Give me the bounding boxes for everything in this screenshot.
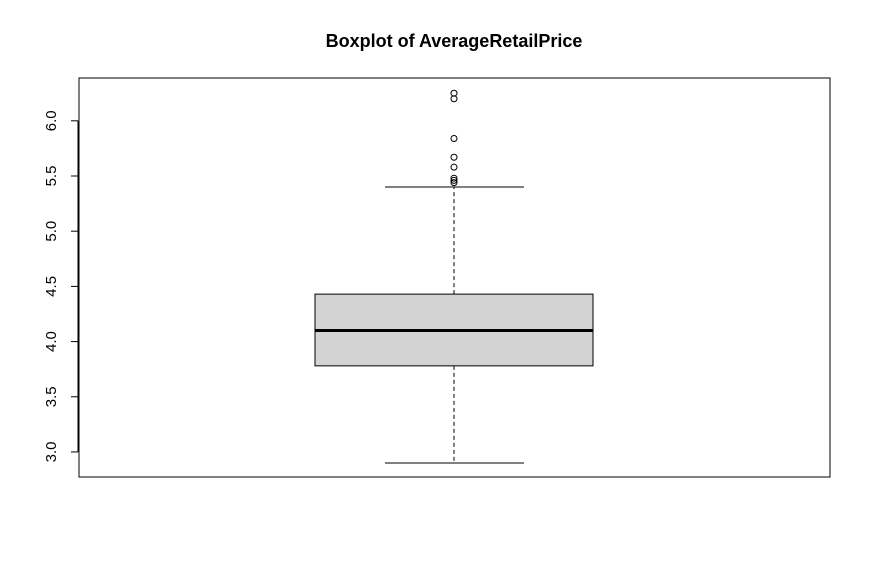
outlier-group (450, 89, 458, 187)
y-tick-label: 5.0 (43, 221, 60, 242)
outlier-point (450, 134, 458, 142)
y-tick-label: 3.0 (43, 442, 60, 463)
y-tick-label: 4.0 (43, 331, 60, 352)
outlier-point (450, 163, 458, 171)
y-tick-label: 6.0 (43, 110, 60, 131)
plot-frame (78, 77, 831, 478)
y-tick-label: 3.5 (43, 386, 60, 407)
outlier-point (450, 174, 458, 182)
chart-title: Boxplot of AverageRetailPrice (326, 31, 583, 51)
outlier-point (450, 176, 458, 184)
outlier-point (450, 179, 458, 187)
y-tick-label: 5.5 (43, 166, 60, 187)
box-group (314, 186, 594, 464)
outlier-point (450, 153, 458, 161)
y-tick-label: 4.5 (43, 276, 60, 297)
outlier-point (450, 89, 458, 97)
y-axis: 3.0 3.5 4.0 4.5 5.0 5.5 6.0 (43, 110, 79, 463)
